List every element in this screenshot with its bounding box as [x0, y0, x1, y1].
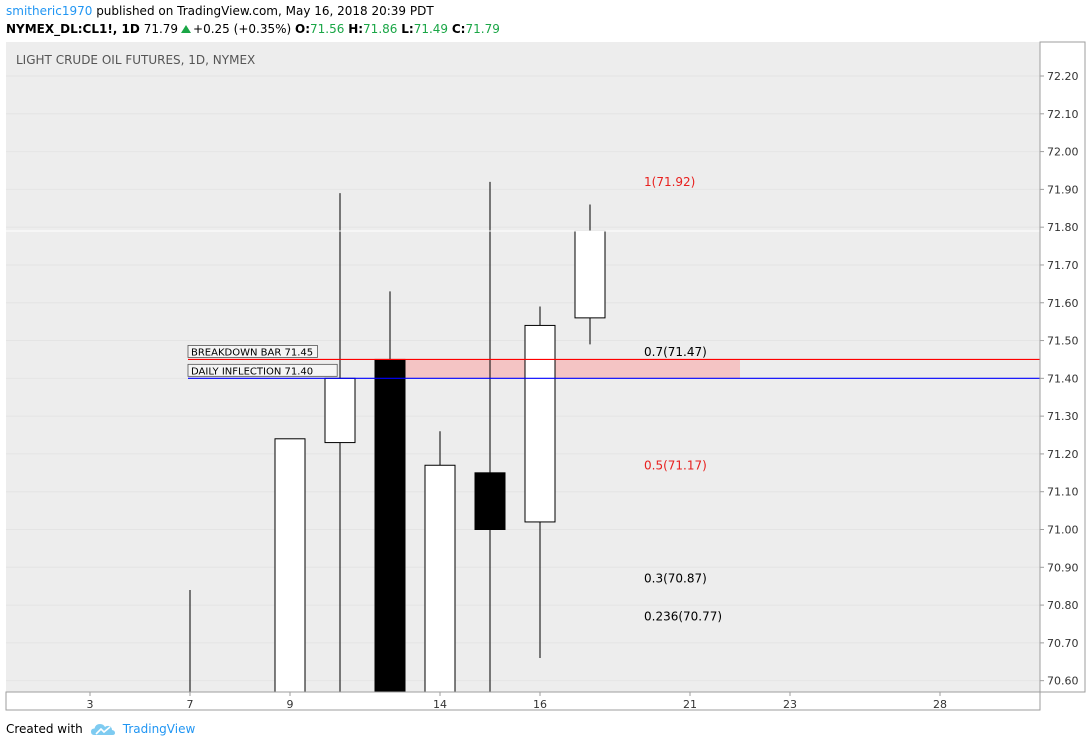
fib-level-label: 1(71.92) — [644, 175, 695, 189]
y-tick-label: 71.70 — [1047, 259, 1079, 272]
price-change: +0.25 (+0.35%) — [193, 22, 292, 36]
level-label: BREAKDOWN BAR 71.45 — [191, 347, 313, 358]
price-axis-bg — [1039, 41, 1086, 693]
y-tick-label: 71.10 — [1047, 486, 1079, 499]
candle — [574, 204, 606, 345]
y-tick-label: 70.60 — [1047, 675, 1079, 688]
candle-body — [374, 358, 406, 693]
tradingview-link[interactable]: TradingView — [122, 722, 196, 736]
x-tick-label: 16 — [533, 698, 547, 711]
y-tick-label: 70.70 — [1047, 637, 1079, 650]
tradingview-cloud-icon[interactable] — [90, 722, 115, 736]
x-tick-label: 23 — [783, 698, 797, 711]
open-label: O: — [295, 22, 311, 36]
last-price: 71.79 — [143, 22, 179, 36]
y-tick-label: 71.80 — [1047, 221, 1079, 234]
x-tick-label: 28 — [933, 698, 947, 711]
candle-body — [324, 377, 356, 444]
candle — [374, 291, 406, 693]
y-tick-label: 72.20 — [1047, 70, 1079, 83]
y-tick-label: 71.60 — [1047, 297, 1079, 310]
x-tick-label: 9 — [287, 698, 294, 711]
low-value: 71.49 — [413, 22, 449, 36]
x-tick-label: 7 — [187, 698, 194, 711]
candle — [324, 193, 356, 692]
zone-layer — [405, 359, 740, 379]
x-tick-label: 3 — [87, 698, 94, 711]
x-tick-label: 14 — [433, 698, 447, 711]
fib-level-label: 0.3(70.87) — [644, 572, 707, 586]
candle-body — [424, 464, 456, 693]
footer: Created with TradingView — [6, 722, 195, 736]
y-tick-label: 72.10 — [1047, 108, 1079, 121]
y-tick-label: 71.30 — [1047, 410, 1079, 423]
candle — [474, 181, 506, 692]
high-value: 71.86 — [363, 22, 398, 36]
candle — [274, 438, 306, 693]
y-tick-label: 70.80 — [1047, 599, 1079, 612]
fib-level-label: 0.5(71.17) — [644, 458, 707, 472]
candle-body — [274, 438, 306, 693]
fib-level-label: 0.7(71.47) — [644, 345, 707, 359]
time-axis-bg — [5, 691, 1041, 711]
high-label: H: — [348, 22, 364, 36]
candle — [524, 306, 556, 658]
close-label: C: — [451, 22, 466, 36]
price-axis: 72.20 72.10 72.00 71.90 71.80 71.70 71.60 71.50… — [1039, 41, 1086, 693]
candle-body — [574, 230, 606, 319]
author-link[interactable]: smitheric1970 — [6, 4, 93, 18]
close-value: 71.79 — [465, 22, 500, 36]
y-tick-label: 71.00 — [1047, 524, 1079, 537]
fib-levels-layer: 1(71.92) 0.7(71.47) 0.5(71.17) 0.3(70.87) 0.… — [644, 175, 722, 624]
level-label-box — [187, 345, 318, 358]
created-with-label: Created with — [6, 722, 83, 736]
candle-body — [474, 472, 506, 531]
symbol-label[interactable]: NYMEX_DL:CL1!, 1D — [6, 22, 140, 36]
inflection-zone — [405, 359, 740, 379]
y-tick-label: 71.40 — [1047, 372, 1079, 385]
candle-body — [524, 324, 556, 523]
y-tick-label: 70.90 — [1047, 561, 1079, 574]
candles-layer — [189, 181, 606, 693]
symbol-info-line: NYMEX_DL:CL1!, 1D 71.79 +0.25 (+0.35%) O:… — [6, 22, 500, 36]
up-arrow-icon — [181, 25, 192, 33]
y-tick-label: 71.20 — [1047, 448, 1079, 461]
time-axis: 3 7 9 14 16 21 23 28 — [5, 691, 1041, 711]
x-tick-label: 21 — [683, 698, 697, 711]
fib-level-label: 0.236(70.77) — [644, 609, 722, 623]
level-label: DAILY INFLECTION 71.40 — [191, 366, 313, 377]
y-tick-label: 72.00 — [1047, 146, 1079, 159]
publish-info: published on TradingView.com, May 16, 20… — [92, 4, 434, 18]
low-label: L: — [401, 22, 414, 36]
candle — [424, 431, 456, 693]
level-label-box — [187, 363, 338, 377]
chart-title: LIGHT CRUDE OIL FUTURES, 1D, NYMEX — [16, 53, 255, 67]
y-tick-label: 71.90 — [1047, 183, 1079, 196]
publish-line: smitheric1970 published on TradingView.c… — [6, 4, 434, 18]
open-value: 71.56 — [310, 22, 345, 36]
y-tick-label: 71.50 — [1047, 335, 1079, 348]
